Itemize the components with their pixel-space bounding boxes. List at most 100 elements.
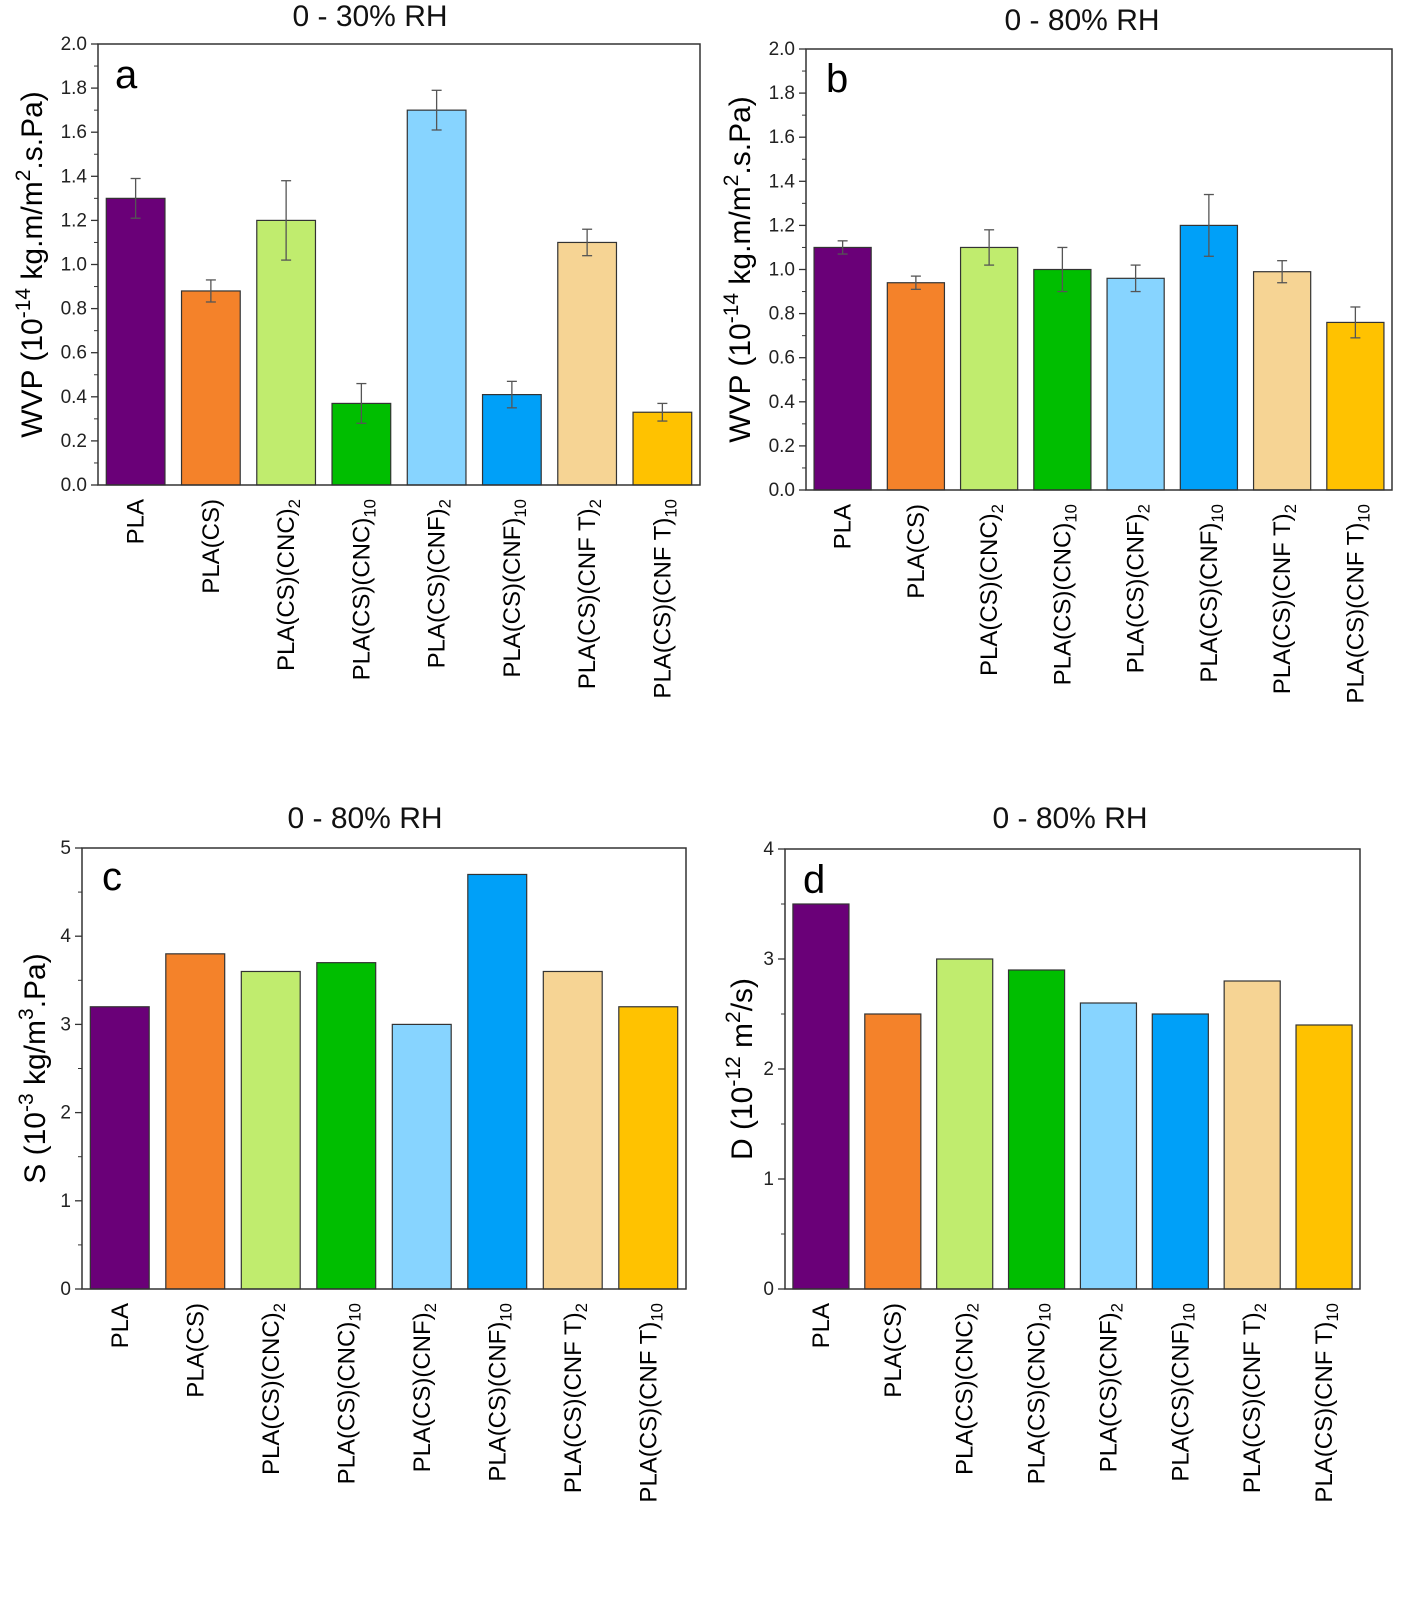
y-tick-label: 1.2 xyxy=(61,210,87,231)
bar xyxy=(864,1013,922,1290)
bar xyxy=(89,1006,150,1290)
y-tick-label: 0.2 xyxy=(769,436,795,457)
y-axis-label: WVP (10-14 kg.m/m2.s.Pa) xyxy=(720,96,757,443)
y-tick-label: 0 xyxy=(60,1279,71,1300)
panel-letter: b xyxy=(826,57,848,101)
tick-label: PLA(CS) xyxy=(198,499,225,594)
tick-label: PLA(CS)(CNF T)2 xyxy=(1269,504,1300,694)
tick-label: PLA(CS)(CNC)2 xyxy=(952,1303,983,1475)
tick-label: PLA(CS)(CNF T)10 xyxy=(649,499,680,699)
y-axis-label: WVP (10-14 kg.m/m2.s.Pa) xyxy=(12,91,49,438)
tick-label: PLA(CS)(CNF T)2 xyxy=(560,1303,591,1493)
tick-label: PLA(CS)(CNF)2 xyxy=(1095,1303,1126,1472)
y-tick-label: 0.2 xyxy=(61,431,87,452)
bar xyxy=(180,290,241,486)
tick-label: PLA(CS)(CNF)2 xyxy=(1123,504,1154,673)
y-tick-label: 4 xyxy=(60,926,71,947)
tick-label: PLA(CS)(CNF T)10 xyxy=(1311,1303,1342,1503)
chart-b: 0 - 80% RH PLA PLA(CS) PLA(CS)(CNC)2 PLA(CS)… xyxy=(720,4,1393,704)
bar xyxy=(792,903,850,1290)
y-tick-label: 1.4 xyxy=(769,171,796,192)
y-tick-label: 2 xyxy=(763,1059,774,1080)
bar xyxy=(557,241,618,486)
bar xyxy=(1007,969,1066,1290)
y-tick-label: 0.4 xyxy=(769,392,796,413)
y-tick-label: 1.8 xyxy=(769,83,795,104)
y-tick-label: 0.6 xyxy=(61,343,87,364)
tick-label: PLA xyxy=(808,1303,835,1348)
tick-label: PLA(CS) xyxy=(880,1303,907,1398)
y-tick-label: 1 xyxy=(60,1191,71,1212)
panel-letter: d xyxy=(803,858,825,902)
tick-label: PLA(CS)(CNC)2 xyxy=(976,504,1007,676)
tick-label: PLA(CS)(CNC)10 xyxy=(333,1303,364,1484)
bar xyxy=(391,1023,452,1290)
tick-label: PLA(CS)(CNC)10 xyxy=(1049,504,1080,685)
tick-label: PLA(CS)(CNF T)2 xyxy=(574,499,605,689)
bar xyxy=(632,411,693,486)
bar xyxy=(1295,1024,1353,1290)
tick-label: PLA(CS)(CNC)2 xyxy=(273,499,304,671)
y-tick-label: 0 xyxy=(763,1279,774,1300)
chart-d: 0 - 80% RH PLA PLA(CS) PLA(CS)(CNC)2 PLA(CS)… xyxy=(722,802,1361,1503)
bar xyxy=(813,246,872,491)
tick-label: PLA(CS)(CNF)2 xyxy=(409,1303,440,1472)
y-tick-label: 5 xyxy=(60,838,71,859)
bar xyxy=(467,873,528,1290)
y-tick-label: 0.8 xyxy=(769,304,795,325)
chart-a: 0 - 30% RH PLA PLA(CS) PLA(CS)(CNC)2 PLA(CS)… xyxy=(12,0,701,699)
bar xyxy=(316,962,377,1290)
y-tick-label: 2.0 xyxy=(769,39,795,60)
chart-title: 0 - 30% RH xyxy=(292,0,447,33)
tick-label: PLA(CS)(CNC)10 xyxy=(1024,1303,1055,1484)
y-axis-label: D (10-12 m2/s) xyxy=(722,978,759,1160)
chart-title: 0 - 80% RH xyxy=(1004,4,1159,37)
bar xyxy=(1033,268,1092,491)
y-tick-label: 0.4 xyxy=(61,387,88,408)
y-tick-label: 1.0 xyxy=(769,260,795,281)
chart-title: 0 - 80% RH xyxy=(287,802,442,835)
bar xyxy=(481,393,542,486)
tick-label: PLA(CS) xyxy=(903,504,930,599)
y-tick-label: 4 xyxy=(763,839,774,860)
bar xyxy=(1151,1013,1209,1290)
y-tick-label: 1.4 xyxy=(61,166,88,187)
y-axis-label: S (10-3 kg/m3.Pa) xyxy=(15,953,52,1183)
bar xyxy=(542,970,603,1290)
chart-c: 0 - 80% RH PLA PLA(CS) PLA(CS)(CNC)2 PLA(CS)… xyxy=(15,802,687,1503)
bar xyxy=(936,958,994,1290)
y-tick-label: 1.6 xyxy=(769,127,795,148)
bar xyxy=(1106,277,1165,491)
bar xyxy=(240,970,301,1290)
bar xyxy=(165,953,226,1290)
tick-label: PLA(CS)(CNF)10 xyxy=(1196,504,1227,683)
tick-label: PLA(CS)(CNF)10 xyxy=(484,1303,515,1482)
tick-label: PLA(CS) xyxy=(182,1303,209,1398)
bar xyxy=(886,282,946,491)
y-tick-label: 3 xyxy=(763,949,774,970)
y-tick-label: 1.2 xyxy=(769,215,795,236)
y-tick-label: 0.0 xyxy=(769,480,795,501)
y-tick-label: 1.6 xyxy=(61,122,87,143)
chart-title: 0 - 80% RH xyxy=(992,802,1147,835)
bar xyxy=(1326,321,1385,491)
panel-letter: c xyxy=(102,855,122,899)
tick-label: PLA(CS)(CNF)2 xyxy=(424,499,455,668)
bar xyxy=(959,246,1019,491)
tick-label: PLA xyxy=(830,504,857,549)
tick-label: PLA(CS)(CNC)10 xyxy=(348,499,379,680)
y-tick-label: 0.6 xyxy=(769,348,795,369)
y-tick-label: 2.0 xyxy=(61,34,87,55)
tick-label: PLA(CS)(CNF T)2 xyxy=(1239,1303,1270,1493)
y-tick-label: 1.0 xyxy=(61,255,87,276)
bar xyxy=(105,197,166,486)
bar xyxy=(618,1006,679,1290)
tick-label: PLA xyxy=(107,1303,134,1348)
y-tick-label: 2 xyxy=(60,1103,71,1124)
y-tick-label: 1 xyxy=(763,1169,774,1190)
bar xyxy=(406,109,467,486)
y-tick-label: 0.8 xyxy=(61,299,87,320)
panel-letter: a xyxy=(115,53,138,97)
tick-label: PLA xyxy=(123,499,150,544)
